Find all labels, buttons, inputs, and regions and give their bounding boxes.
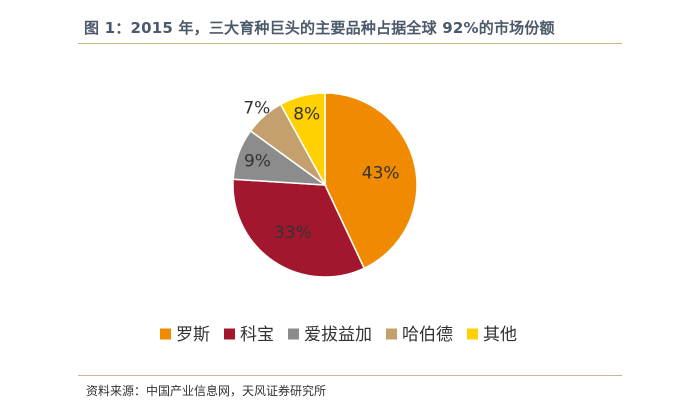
- legend-label-4: 哈伯德: [402, 325, 453, 345]
- top-divider: [78, 43, 622, 44]
- legend-label-1: 罗斯: [176, 325, 210, 345]
- pie-label-2: 33%: [274, 223, 312, 243]
- pie-label-3: 9%: [244, 152, 271, 172]
- pie-slice-5: [279, 92, 326, 186]
- legend-label-2: 科宝: [240, 325, 274, 345]
- pie-slices: [232, 92, 418, 278]
- legend: 罗斯 科宝 爱拔益加 哈伯德 其他: [160, 325, 517, 345]
- legend-swatch-4: [386, 328, 397, 340]
- pie-slice-1: [324, 92, 418, 270]
- legend-label-5: 其他: [483, 325, 517, 345]
- pie-label-4: 7%: [243, 99, 270, 119]
- chart-title: 图 1：2015 年，三大育种巨头的主要品种占据全球 92%的市场份额: [84, 19, 555, 37]
- source-note: 资料来源：中国产业信息网，天风证券研究所: [86, 384, 327, 398]
- pie-labels: 43% 33% 9% 7% 8%: [243, 99, 399, 243]
- pie-slice-2: [232, 178, 366, 278]
- legend-label-3: 爱拔益加: [304, 325, 372, 345]
- legend-swatch-5: [467, 328, 478, 340]
- bottom-divider: [78, 375, 622, 376]
- legend-swatch-3: [288, 328, 299, 340]
- pie-label-1: 43%: [362, 164, 400, 184]
- legend-swatch-2: [224, 328, 235, 340]
- pie-label-5: 8%: [293, 105, 320, 125]
- legend-swatch-1: [160, 328, 171, 340]
